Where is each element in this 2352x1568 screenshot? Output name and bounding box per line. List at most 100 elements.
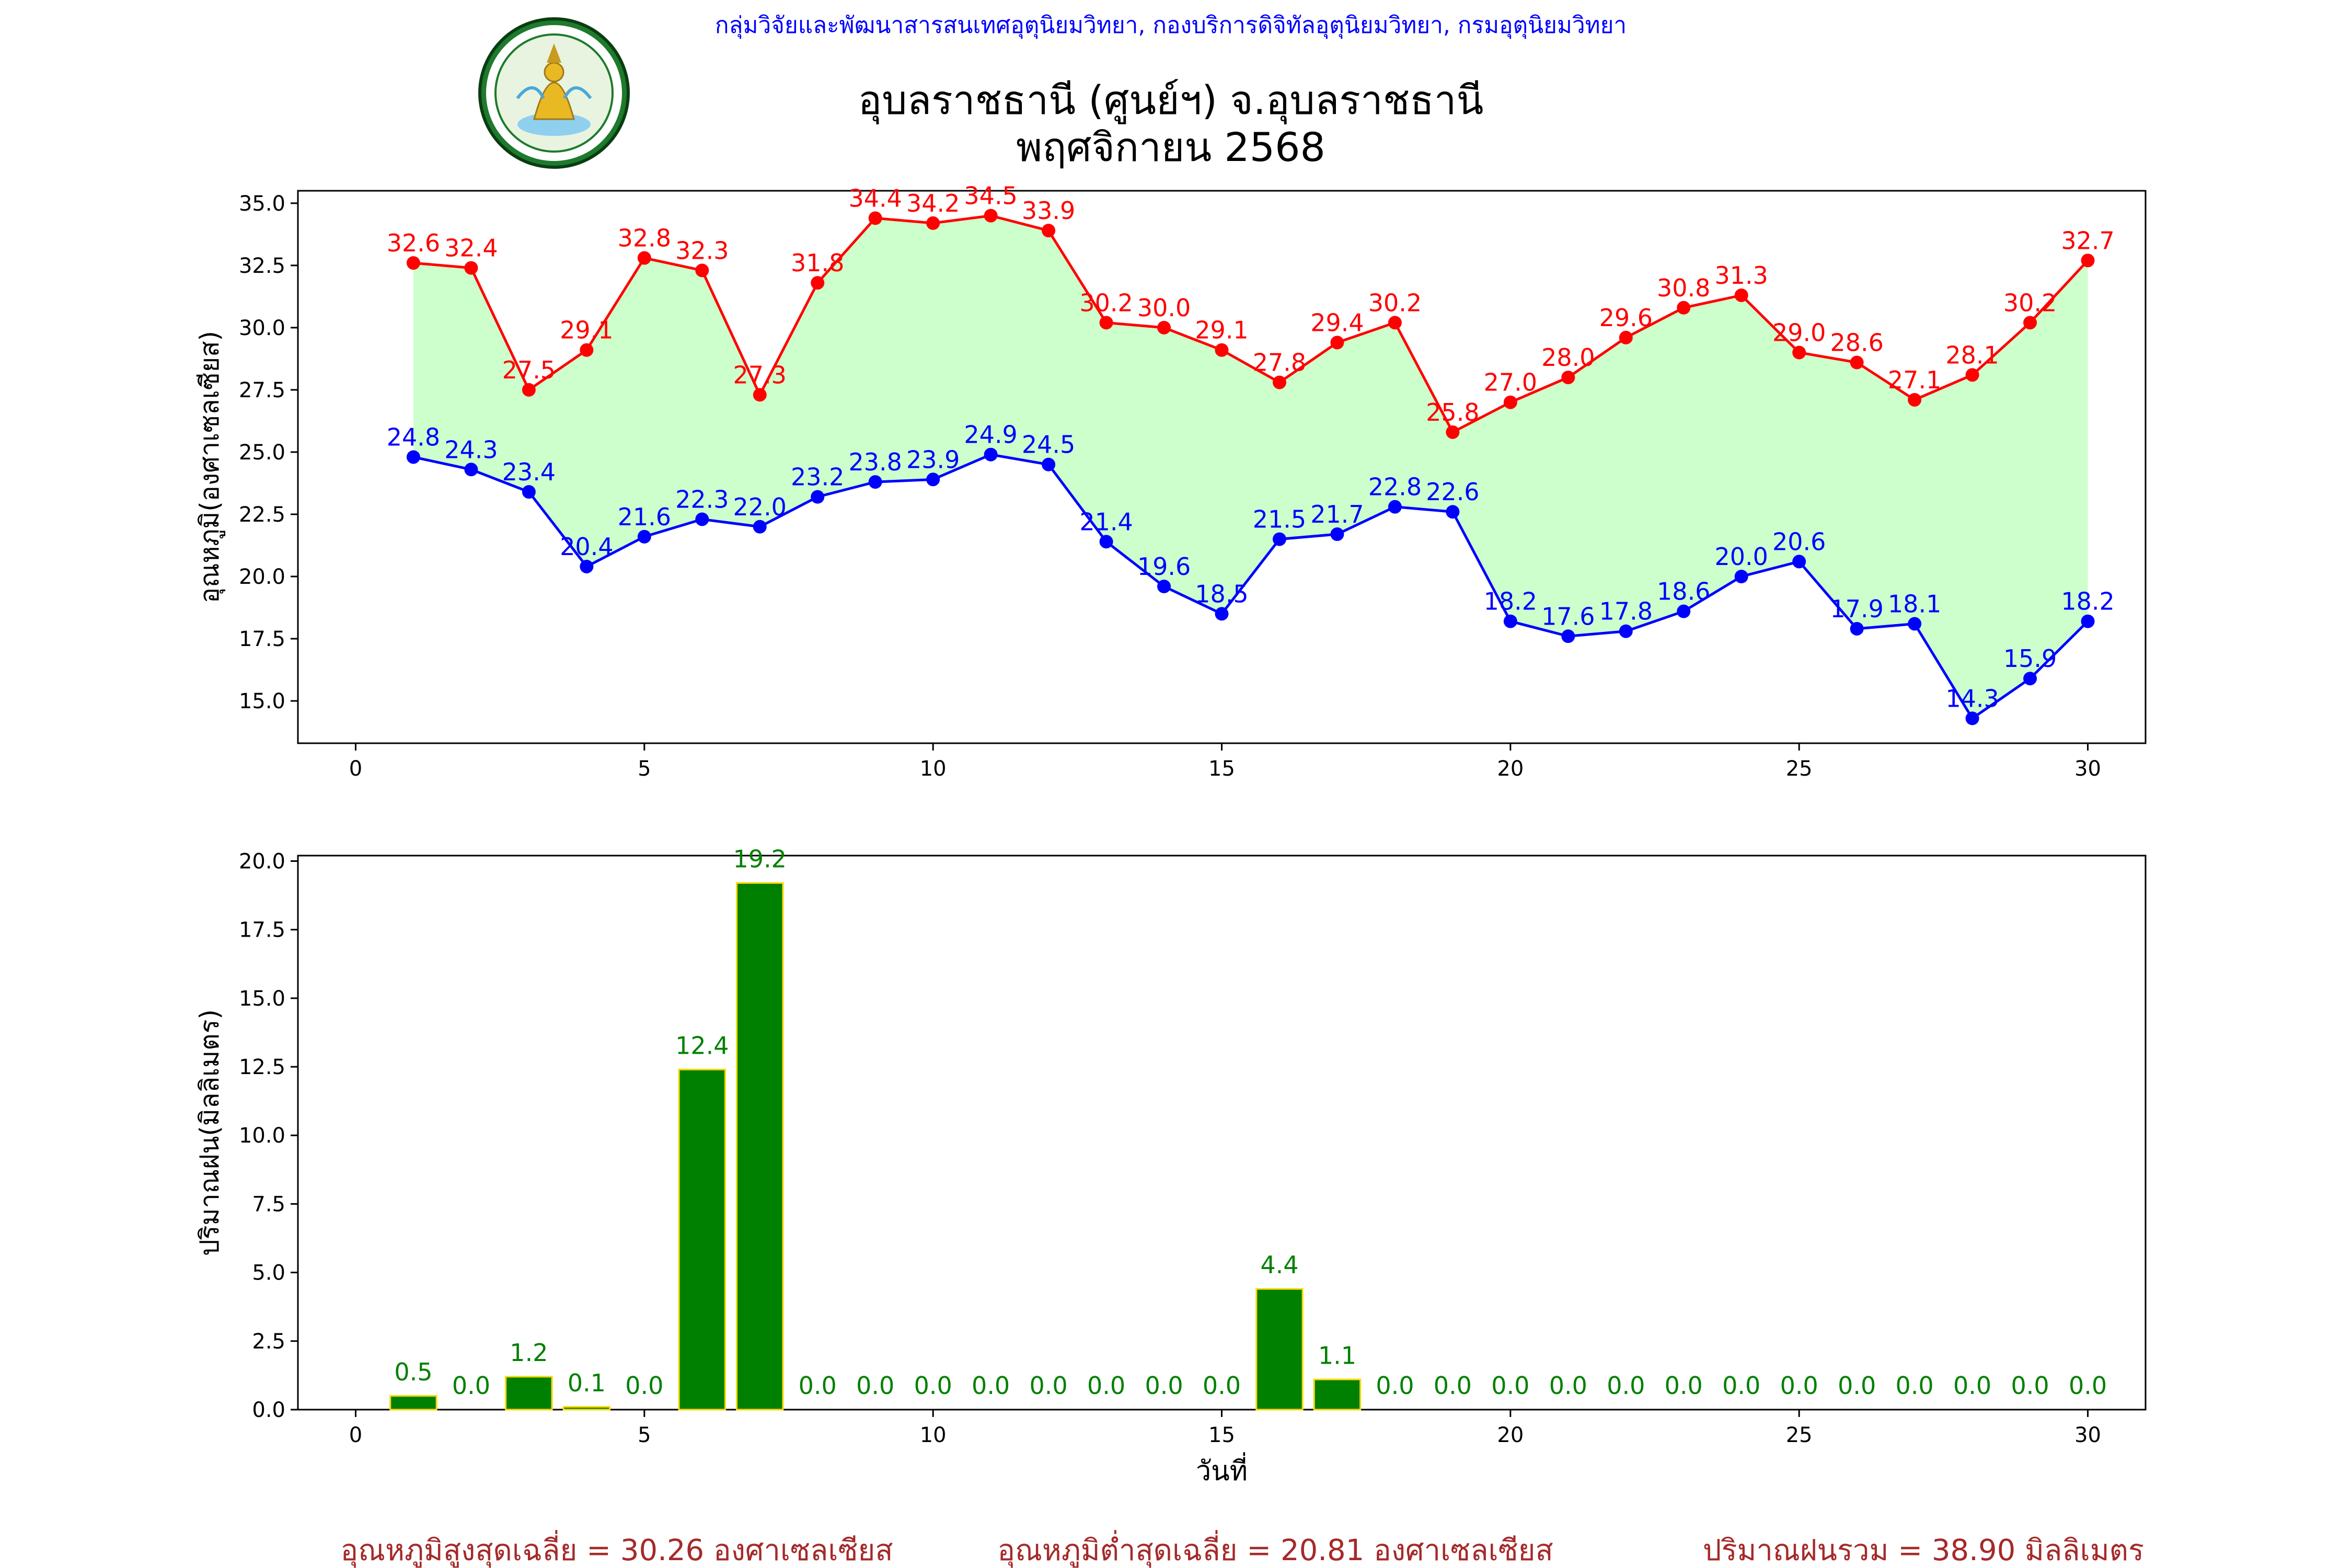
rainfall-value-label: 0.0 [1953, 1371, 1991, 1400]
rain-x-tick-label: 5 [638, 1423, 651, 1447]
max-temperature-label: 29.1 [560, 316, 613, 344]
max-temperature-point [1157, 320, 1171, 335]
max-temperature-label: 32.7 [2061, 226, 2114, 255]
rain-y-tick-label: 7.5 [252, 1192, 285, 1216]
min-temperature-label: 22.0 [733, 493, 787, 521]
min-temperature-point [1272, 532, 1286, 546]
meteorological-department-logo [478, 17, 630, 169]
rainfall-value-label: 0.0 [1549, 1371, 1587, 1400]
max-temperature-point [580, 343, 594, 357]
rain-x-tick-label: 25 [1786, 1423, 1813, 1447]
max-temperature-label: 30.2 [1368, 289, 1422, 317]
rainfall-value-label: 0.0 [452, 1371, 490, 1400]
min-temperature-point [464, 463, 478, 477]
rainfall-x-axis-label: วันที่ [1196, 1452, 1248, 1487]
max-temperature-point [1330, 336, 1344, 350]
temp-x-tick-label: 5 [638, 757, 651, 781]
rainfall-value-label: 0.0 [1838, 1371, 1876, 1400]
max-temperature-point [464, 261, 478, 275]
max-temperature-label: 27.8 [1253, 349, 1306, 377]
min-temperature-point [406, 450, 420, 464]
min-temperature-label: 21.5 [1253, 505, 1306, 534]
temp-x-tick-label: 30 [2074, 757, 2101, 781]
max-temperature-label: 28.1 [1945, 341, 1999, 369]
rain-y-tick-label: 0.0 [252, 1398, 285, 1422]
max-temperature-label: 27.1 [1888, 366, 1941, 394]
rainfall-value-label: 1.2 [510, 1339, 548, 1367]
min-temperature-label: 20.0 [1715, 543, 1768, 571]
min-temperature-label: 14.3 [1945, 684, 1999, 712]
min-temperature-label: 21.4 [1079, 508, 1133, 536]
min-temperature-label: 23.8 [848, 448, 902, 476]
min-temperature-label: 17.8 [1599, 597, 1653, 626]
min-temperature-point [1619, 624, 1633, 638]
min-temperature-point [1734, 569, 1748, 583]
min-temperature-point [695, 512, 709, 526]
rain-x-tick-label: 10 [920, 1423, 947, 1447]
min-temperature-point [1157, 580, 1171, 594]
rainfall-value-label: 0.0 [625, 1371, 663, 1400]
rainfall-value-label: 0.0 [2069, 1371, 2107, 1400]
station-title: อุบลราชธานี (ศูนย์ฯ) จ.อุบลราชธานี [858, 77, 1484, 124]
rain-y-tick-label: 15.0 [239, 987, 285, 1011]
temp-y-tick-label: 32.5 [239, 254, 285, 278]
min-temperature-label: 15.9 [2003, 644, 2057, 673]
max-temperature-point [1503, 395, 1517, 409]
max-temperature-point [1908, 393, 1922, 407]
temp-y-tick-label: 20.0 [239, 565, 285, 589]
max-temperature-label: 29.0 [1772, 318, 1826, 347]
max-temperature-point [2023, 316, 2037, 330]
max-temperature-point [868, 211, 882, 225]
temp-x-tick-label: 0 [349, 757, 362, 781]
max-temperature-label: 28.6 [1830, 329, 1883, 357]
rainfall-value-label: 0.0 [1087, 1371, 1125, 1400]
rainfall-bar [505, 1376, 553, 1411]
max-temperature-point [984, 209, 998, 223]
max-temperature-point [1677, 301, 1691, 315]
rain-y-tick-label: 12.5 [239, 1055, 285, 1079]
rainfall-value-label: 0.0 [799, 1371, 837, 1400]
max-temperature-label: 31.8 [791, 249, 844, 277]
temp-y-tick-label: 30.0 [239, 316, 285, 340]
rainfall-value-label: 0.0 [1376, 1371, 1414, 1400]
max-temperature-label: 30.2 [2003, 289, 2057, 317]
max-temperature-point [1215, 343, 1229, 357]
min-temperature-label: 24.9 [964, 421, 1017, 449]
max-temperature-label: 34.5 [964, 182, 1017, 210]
max-temperature-line [413, 214, 2089, 434]
min-temperature-label: 23.4 [502, 458, 556, 486]
min-temperature-point [1792, 555, 1806, 569]
min-temperature-point [753, 520, 767, 534]
temp-y-tick-label: 35.0 [239, 192, 285, 216]
temperature-chart: 0 5 10 15 20 25 30 15.0 17.5 20.0 22.5 25.0 27.5 30.0… [194, 182, 2147, 781]
max-temperature-label: 29.1 [1195, 316, 1248, 344]
rain-x-tick-label: 30 [2074, 1423, 2101, 1447]
max-temperature-label: 33.9 [1022, 197, 1075, 225]
month-title: พฤศจิกายน 2568 [1016, 124, 1325, 170]
min-temperature-point [868, 475, 882, 489]
temp-y-tick-label: 15.0 [239, 689, 285, 713]
rainfall-value-label: 0.0 [1491, 1371, 1529, 1400]
rain-y-tick-label: 10.0 [239, 1124, 285, 1148]
rainfall-value-label: 0.0 [1203, 1371, 1241, 1400]
min-temperature-label: 18.5 [1195, 580, 1248, 608]
rainfall-bar [1313, 1378, 1362, 1411]
min-temperature-line [413, 453, 2089, 720]
rainfall-value-label: 0.0 [1722, 1371, 1760, 1400]
avg-min-summary: อุณหภูมิต่ำสุดเฉลี่ย = 20.81 องศาเซลเซีย… [997, 1530, 1553, 1568]
rainfall-value-label: 0.0 [1780, 1371, 1818, 1400]
temp-x-tick-label: 25 [1786, 757, 1813, 781]
max-temperature-label: 29.6 [1599, 304, 1653, 332]
max-temperature-point [2081, 253, 2095, 268]
rain-x-tick-label: 0 [349, 1423, 362, 1447]
temp-y-tick-label: 25.0 [239, 441, 285, 465]
max-temperature-point [1792, 345, 1806, 360]
max-temperature-point [926, 216, 940, 230]
rainfall-axes-frame [297, 855, 2147, 1411]
rain-y-tick-label: 5.0 [252, 1261, 285, 1285]
min-temperature-label: 18.6 [1657, 578, 1710, 606]
rainfall-bar [389, 1395, 437, 1411]
min-temperature-point [1042, 457, 1056, 471]
min-temperature-label: 23.2 [791, 463, 844, 491]
rainfall-value-label: 0.0 [1434, 1371, 1472, 1400]
